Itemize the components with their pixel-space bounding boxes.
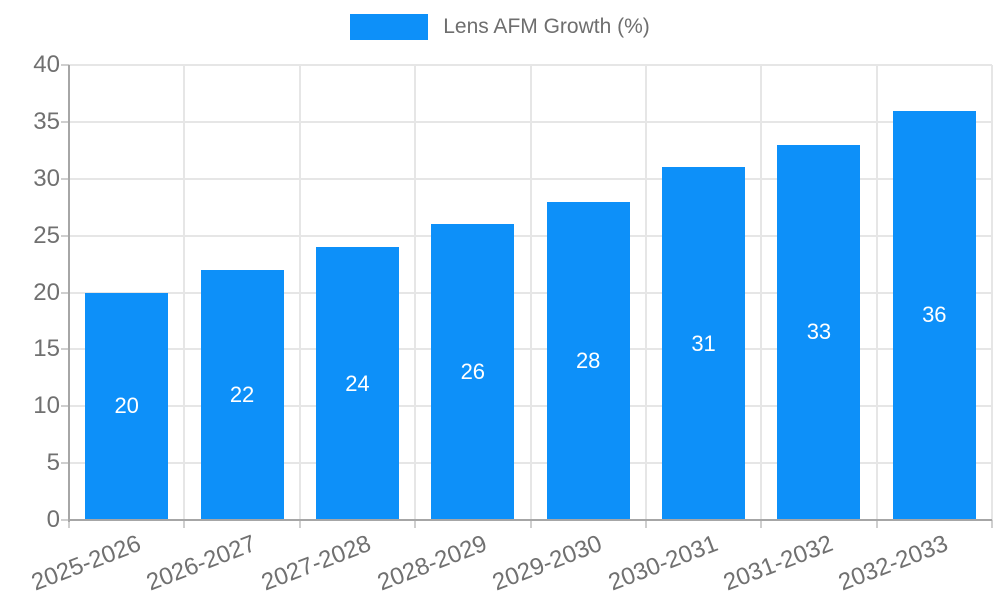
bar[interactable] bbox=[85, 292, 169, 520]
x-axis-tick bbox=[414, 520, 417, 528]
y-axis-tick bbox=[61, 348, 69, 351]
y-axis-tick-label: 15 bbox=[33, 335, 60, 363]
x-axis-tick-label: 2031-2032 bbox=[719, 530, 837, 597]
x-axis-tick bbox=[875, 520, 878, 528]
legend[interactable]: Lens AFM Growth (%) bbox=[0, 14, 1000, 40]
x-axis-tick-label: 2032-2033 bbox=[835, 530, 952, 597]
y-axis-tick bbox=[61, 177, 69, 180]
bar[interactable] bbox=[777, 144, 861, 520]
y-axis-tick bbox=[61, 519, 69, 521]
y-axis-tick-label: 5 bbox=[46, 449, 60, 477]
x-axis-tick-label: 2026-2027 bbox=[142, 530, 260, 597]
y-axis-tick bbox=[61, 120, 69, 123]
x-axis-line bbox=[69, 519, 992, 521]
y-axis-tick-label: 0 bbox=[46, 506, 60, 533]
x-axis-tick bbox=[183, 520, 186, 528]
y-axis-tick bbox=[61, 405, 69, 408]
x-axis-tick-label: 2025-2026 bbox=[27, 530, 145, 597]
x-axis-tick bbox=[760, 520, 763, 528]
bar[interactable] bbox=[546, 201, 630, 520]
bar[interactable] bbox=[315, 247, 399, 520]
y-axis-tick-label: 10 bbox=[33, 392, 60, 420]
bar[interactable] bbox=[431, 224, 515, 520]
bar-value-label: 22 bbox=[229, 381, 255, 407]
gridline-vertical bbox=[529, 65, 532, 520]
bar[interactable] bbox=[200, 269, 284, 520]
x-axis-tick bbox=[68, 520, 70, 528]
y-axis-tick-label: 20 bbox=[33, 278, 60, 306]
y-axis-tick bbox=[61, 462, 69, 465]
y-axis-tick-label: 35 bbox=[33, 107, 60, 135]
gridline-vertical bbox=[991, 65, 993, 520]
y-axis-tick bbox=[61, 64, 69, 66]
bar-value-label: 33 bbox=[806, 319, 832, 345]
x-axis-tick-label: 2028-2029 bbox=[373, 530, 491, 597]
x-axis-tick bbox=[991, 520, 993, 528]
gridline-vertical bbox=[644, 65, 647, 520]
bar-value-label: 31 bbox=[691, 330, 716, 356]
y-axis-tick bbox=[61, 234, 69, 237]
bar[interactable] bbox=[662, 167, 746, 520]
gridline-vertical bbox=[298, 65, 301, 520]
bar-value-label: 24 bbox=[345, 370, 370, 396]
x-axis-tick bbox=[529, 520, 532, 528]
x-axis-tick-label: 2027-2028 bbox=[258, 530, 376, 597]
gridline-vertical bbox=[414, 65, 417, 520]
bar-value-label: 20 bbox=[114, 393, 139, 419]
y-axis-tick-label: 25 bbox=[33, 221, 60, 249]
gridline-vertical bbox=[760, 65, 763, 520]
bar-value-label: 28 bbox=[575, 347, 601, 373]
bar-value-label: 26 bbox=[460, 359, 486, 385]
gridline-vertical bbox=[183, 65, 186, 520]
legend-label[interactable]: Lens AFM Growth (%) bbox=[443, 15, 650, 38]
y-axis-line bbox=[68, 65, 70, 522]
gridline-vertical bbox=[875, 65, 878, 520]
y-axis-tick bbox=[61, 291, 69, 294]
y-axis-tick-label: 30 bbox=[33, 164, 60, 192]
bar[interactable] bbox=[892, 110, 976, 520]
x-axis-tick-label: 2029-2030 bbox=[489, 530, 606, 597]
x-axis-tick-label: 2030-2031 bbox=[604, 530, 722, 597]
legend-swatch[interactable] bbox=[350, 14, 429, 40]
x-axis-tick bbox=[644, 520, 647, 528]
x-axis-tick bbox=[298, 520, 301, 528]
bar-value-label: 36 bbox=[922, 302, 947, 328]
y-axis-tick-label: 40 bbox=[33, 51, 60, 78]
